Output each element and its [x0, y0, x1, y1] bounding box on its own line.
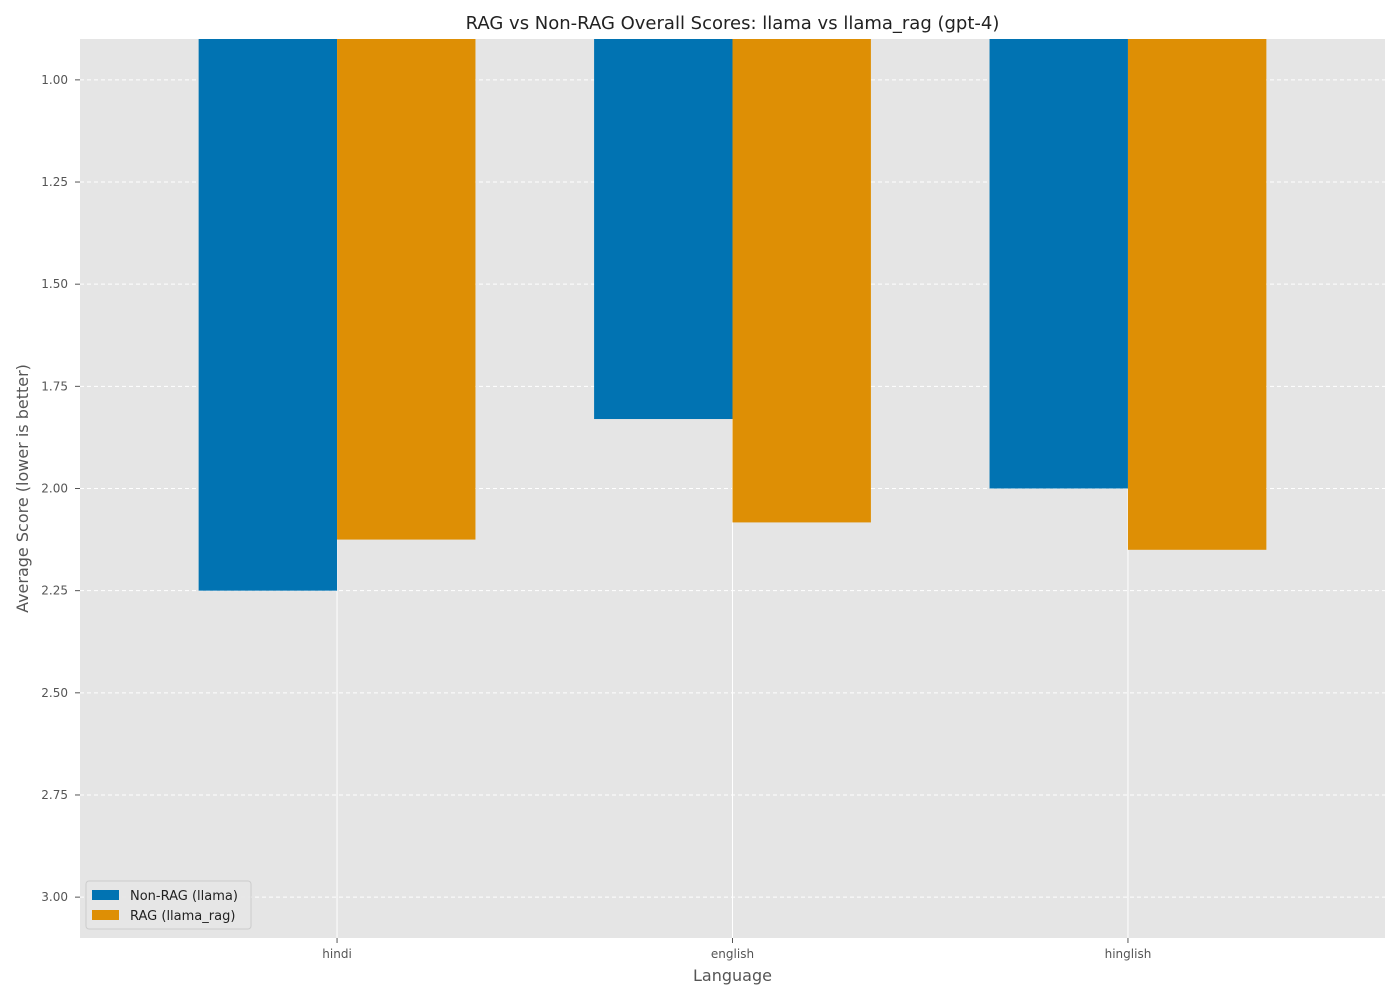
- y-tick-label: 1.75: [41, 379, 68, 393]
- y-axis-label: Average Score (lower is better): [13, 364, 32, 613]
- x-tick-label: hinglish: [1105, 947, 1152, 961]
- y-tick-label: 1.50: [41, 277, 68, 291]
- y-tick-label: 2.25: [41, 584, 68, 598]
- bar-non-rag-hindi: [198, 39, 338, 591]
- legend-swatch: [92, 910, 119, 920]
- y-tick-label: 2.50: [41, 686, 68, 700]
- x-tick-label: english: [711, 947, 754, 961]
- bar-non-rag-english: [594, 39, 733, 420]
- legend: Non-RAG (llama) RAG (llama_rag): [85, 880, 252, 930]
- bar-rag-hinglish: [1127, 39, 1267, 550]
- legend-label: Non-RAG (llama): [130, 889, 238, 904]
- bar-rag-hindi: [337, 39, 476, 540]
- bars: [198, 39, 1267, 591]
- y-tick-label: 1.25: [41, 175, 68, 189]
- y-axis-ticks: 1.00 1.25 1.50 1.75 2.00 2.25 2.50 2.75 3.00: [41, 73, 80, 904]
- x-axis-label: Language: [693, 966, 772, 985]
- y-tick-label: 1.00: [41, 73, 68, 87]
- legend-frame: [85, 880, 252, 930]
- y-tick-label: 2.00: [41, 482, 68, 496]
- y-tick-label: 2.75: [41, 788, 68, 802]
- legend-label: RAG (llama_rag): [130, 909, 235, 924]
- x-tick-label: hindi: [322, 947, 352, 961]
- y-tick-label: 3.00: [41, 890, 68, 904]
- chart-title: RAG vs Non-RAG Overall Scores: llama vs …: [466, 13, 1000, 34]
- bar-rag-english: [732, 39, 871, 523]
- bar-non-rag-hinglish: [989, 39, 1128, 489]
- legend-swatch: [92, 890, 119, 900]
- x-axis-ticks: hindi english hinglish: [322, 938, 1151, 961]
